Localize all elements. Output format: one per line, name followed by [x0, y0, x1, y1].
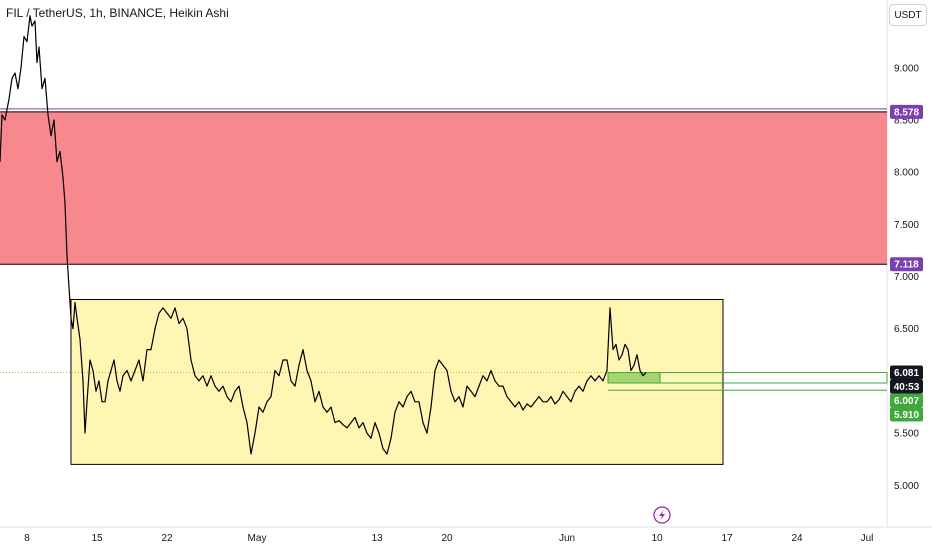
time-tick-label: Jul [861, 533, 874, 544]
price-tag-level-a: 6.007 [890, 393, 923, 408]
price-tag-countdown: 40:53 [890, 379, 923, 394]
price-tag-level-b-label: 5.910 [894, 410, 919, 421]
price-tag-resistance-top: 8.578 [890, 104, 923, 119]
time-tick-label: 24 [791, 533, 803, 544]
price-tag-countdown-label: 40:53 [894, 382, 920, 393]
lightning-icon[interactable] [653, 506, 671, 524]
price-tick-label: 8.500 [894, 116, 919, 127]
price-tag-level-b-bg [890, 407, 923, 422]
currency-button[interactable]: USDT [889, 4, 927, 26]
time-tick-label: 15 [91, 533, 103, 544]
time-tick-label: 22 [161, 533, 173, 544]
price-tag-level-a-bg [890, 393, 923, 408]
price-tags: 8.578 7.118 6.081 40:53 6.007 5.910 [890, 104, 923, 422]
price-tag-level-b: 5.910 [890, 407, 923, 422]
price-tick-label: 7.500 [894, 220, 919, 231]
time-axis: 8 15 22 May 13 20 Jun 10 17 24 Jul [24, 533, 873, 544]
price-tag-countdown-bg [890, 379, 923, 394]
price-tick-label: 6.500 [894, 324, 919, 335]
resistance-zone [0, 111, 887, 265]
price-tag-resistance-top-bg [890, 104, 923, 119]
price-tag-resistance-bottom-bg [890, 257, 923, 272]
price-tag-level-a-label: 6.007 [894, 396, 919, 407]
price-tick-label: 5.500 [894, 429, 919, 440]
chart-title: FIL / TetherUS, 1h, BINANCE, Heikin Ashi [6, 6, 229, 20]
price-tick-label: 5.000 [894, 481, 919, 492]
price-tag-resistance-bottom: 7.118 [890, 257, 923, 272]
price-axis: 9.0008.5008.0007.5007.0006.5006.0005.500… [894, 63, 919, 491]
target-box [607, 372, 661, 384]
time-tick-label: 10 [651, 533, 663, 544]
price-tag-resistance-top-label: 8.578 [894, 107, 919, 118]
price-tick-label: 9.000 [894, 63, 919, 74]
price-tag-resistance-bottom-label: 7.118 [894, 260, 919, 271]
time-tick-label: 17 [721, 533, 733, 544]
target-extension [659, 372, 888, 384]
price-tag-current: 6.081 [890, 365, 923, 380]
price-series-line [0, 15, 647, 455]
time-tick-label: Jun [559, 533, 575, 544]
time-tick-label: May [248, 533, 267, 544]
price-tag-current-label: 6.081 [894, 368, 919, 379]
price-tick-label: 8.000 [894, 168, 919, 179]
time-tick-label: 8 [24, 533, 30, 544]
price-tag-current-bg [890, 365, 923, 380]
time-tick-label: 13 [371, 533, 383, 544]
price-tick-label: 7.000 [894, 272, 919, 283]
time-tick-label: 20 [441, 533, 453, 544]
